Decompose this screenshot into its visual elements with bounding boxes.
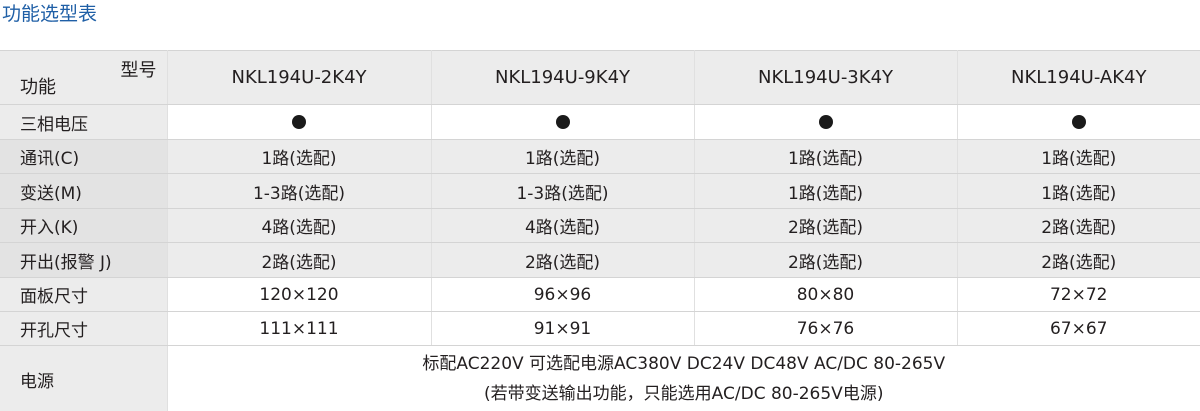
supported-dot-icon — [555, 115, 570, 129]
table-cell: 72×72 — [957, 277, 1200, 312]
table-cell: 1路(选配) — [694, 139, 958, 174]
function-header-label: 功能 — [20, 77, 56, 98]
row-label: 通讯(C) — [0, 139, 168, 174]
power-supply-standard: 标配AC220V 可选配电源AC380V DC24V DC48V AC/DC 8… — [422, 354, 946, 374]
power-supply-note: (若带变送输出功能，只能选用AC/DC 80-265V电源) — [484, 384, 884, 404]
page-title: 功能选型表 — [2, 3, 98, 25]
table-cell: 4路(选配) — [431, 208, 695, 243]
table-cell: 111×111 — [167, 311, 432, 346]
table-cell: 2路(选配) — [167, 242, 432, 278]
table-cell: 1路(选配) — [694, 173, 958, 209]
model-column-header: NKL194U-2K4Y — [167, 50, 432, 105]
table-cell: 120×120 — [167, 277, 432, 312]
row-label: 电源 — [0, 345, 168, 411]
table-cell: 1路(选配) — [431, 139, 695, 174]
row-label: 面板尺寸 — [0, 277, 168, 312]
table-cell: 1路(选配) — [167, 139, 432, 174]
model-column-header: NKL194U-AK4Y — [957, 50, 1200, 105]
table-row: 通讯(C) 1路(选配) 1路(选配) 1路(选配) 1路(选配) — [0, 139, 1200, 174]
table-cell: 96×96 — [431, 277, 695, 312]
table-row: 开出(报警 J) 2路(选配) 2路(选配) 2路(选配) 2路(选配) — [0, 242, 1200, 278]
table-cell: 4路(选配) — [167, 208, 432, 243]
table-cell: 1-3路(选配) — [167, 173, 432, 209]
table-row: 面板尺寸 120×120 96×96 80×80 72×72 — [0, 277, 1200, 312]
model-column-header: NKL194U-9K4Y — [431, 50, 695, 105]
supported-cell — [167, 104, 432, 140]
table-row: 开入(K) 4路(选配) 4路(选配) 2路(选配) 2路(选配) — [0, 208, 1200, 243]
table-cell: 1路(选配) — [957, 139, 1200, 174]
diagonal-header-cell: 型号 功能 — [0, 50, 168, 105]
table-cell: 2路(选配) — [431, 242, 695, 278]
model-header-label: 型号 — [120, 60, 157, 81]
table-cell: 91×91 — [431, 311, 695, 346]
table-cell: 2路(选配) — [694, 242, 958, 278]
table-row: 三相电压 — [0, 104, 1200, 140]
row-label: 开孔尺寸 — [0, 311, 168, 346]
table-row: 变送(M) 1-3路(选配) 1-3路(选配) 1路(选配) 1路(选配) — [0, 173, 1200, 209]
row-label: 开入(K) — [0, 208, 168, 243]
supported-dot-icon — [1071, 115, 1086, 129]
table-cell: 2路(选配) — [957, 242, 1200, 278]
supported-cell — [431, 104, 695, 140]
supported-dot-icon — [818, 115, 833, 129]
table-cell: 2路(选配) — [957, 208, 1200, 243]
model-column-header: NKL194U-3K4Y — [694, 50, 958, 105]
table-cell: 76×76 — [694, 311, 958, 346]
table-row: 开孔尺寸 111×111 91×91 76×76 67×67 — [0, 311, 1200, 346]
row-label: 开出(报警 J) — [0, 242, 168, 278]
power-supply-cell: 标配AC220V 可选配电源AC380V DC24V DC48V AC/DC 8… — [167, 345, 1200, 411]
table-cell: 1-3路(选配) — [431, 173, 695, 209]
supported-cell — [694, 104, 958, 140]
supported-cell — [957, 104, 1200, 140]
table-cell: 67×67 — [957, 311, 1200, 346]
supported-dot-icon — [292, 115, 306, 129]
table-cell: 1路(选配) — [957, 173, 1200, 209]
table-row: 电源 标配AC220V 可选配电源AC380V DC24V DC48V AC/D… — [0, 345, 1200, 411]
table-cell: 80×80 — [694, 277, 958, 312]
row-label: 三相电压 — [0, 104, 168, 140]
table-header-row: 型号 功能 NKL194U-2K4Y NKL194U-9K4Y NKL194U-… — [0, 50, 1200, 105]
table-cell: 2路(选配) — [694, 208, 958, 243]
selection-table: 型号 功能 NKL194U-2K4Y NKL194U-9K4Y NKL194U-… — [0, 50, 1200, 411]
row-label: 变送(M) — [0, 173, 168, 209]
